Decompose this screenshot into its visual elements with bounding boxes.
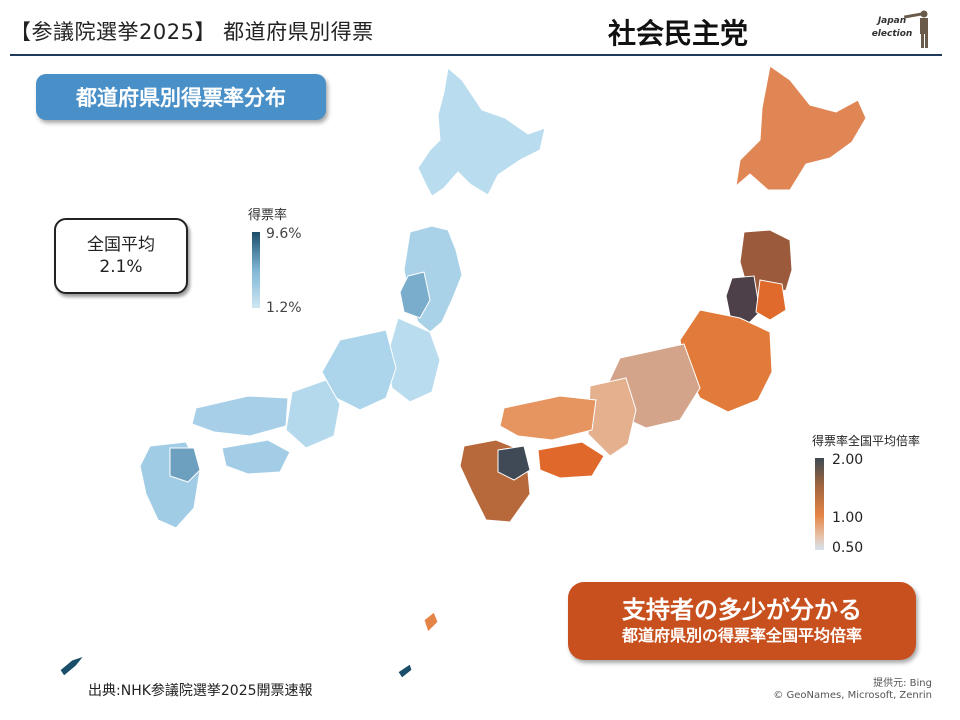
map-region-okinawa-r [423, 611, 439, 633]
ratio-legend-min: 0.50 [832, 540, 864, 556]
person-telescope-icon [903, 10, 928, 48]
logo-text-line2: election [871, 29, 913, 39]
map-region-okinawa-left [59, 654, 86, 677]
national-average-value: 2.1% [99, 257, 143, 277]
map-region-shikoku [221, 439, 291, 475]
map-region-iwate-r [755, 279, 787, 321]
map-region-chubu [321, 329, 397, 411]
support-callout-title: 支持者の多少が分かる [622, 596, 862, 624]
ratio-legend-title: 得票率全国平均倍率 [812, 434, 921, 448]
map-region-hokkaido-r [735, 65, 867, 191]
vote-share-legend-bar [252, 232, 260, 308]
party-name: 社会民主党 [608, 17, 749, 50]
map-region-kumamoto-r [497, 445, 531, 481]
vote-share-map [59, 67, 546, 679]
vote-share-legend-min: 1.2% [266, 300, 302, 316]
page-title: 【参議院選挙2025】 都道府県別得票 [10, 20, 374, 44]
logo-text-line1: Japan [877, 16, 907, 26]
vote-share-legend-max: 9.6% [266, 226, 302, 242]
source-note: 出典:NHK参議院選挙2025開票速報 [88, 683, 313, 699]
provider-note: 提供元: Bing [873, 678, 932, 689]
map-region-chugoku-r [499, 395, 597, 441]
national-average-label: 全国平均 [87, 235, 155, 255]
map-region-oita [169, 447, 201, 483]
japan-election-logo: Japan election [870, 6, 938, 50]
map-region-islands-left [397, 663, 413, 679]
header-divider [10, 54, 942, 56]
ratio-legend-mid: 1.00 [832, 510, 864, 526]
support-callout-subtitle: 都道府県別の得票率全国平均倍率 [621, 626, 862, 645]
support-callout: 支持者の多少が分かる 都道府県別の得票率全国平均倍率 [568, 582, 916, 660]
map-region-hokkaido [417, 67, 546, 197]
map-region-kinki-r [587, 377, 637, 457]
map-copyright: © GeoNames, Microsoft, Zenrin [773, 690, 932, 701]
vote-share-legend-title: 得票率 [248, 208, 288, 223]
map-region-kinki [285, 379, 341, 449]
ratio-legend-bar [815, 458, 824, 550]
map-region-chugoku [191, 395, 289, 437]
ratio-map [423, 65, 867, 633]
map-region-yamagata [399, 271, 431, 319]
vote-share-badge: 都道府県別得票率分布 [36, 74, 326, 120]
ratio-legend-max: 2.00 [832, 452, 864, 468]
national-average-box: 全国平均 2.1% [54, 218, 188, 294]
map-region-shikoku-r [537, 441, 605, 479]
